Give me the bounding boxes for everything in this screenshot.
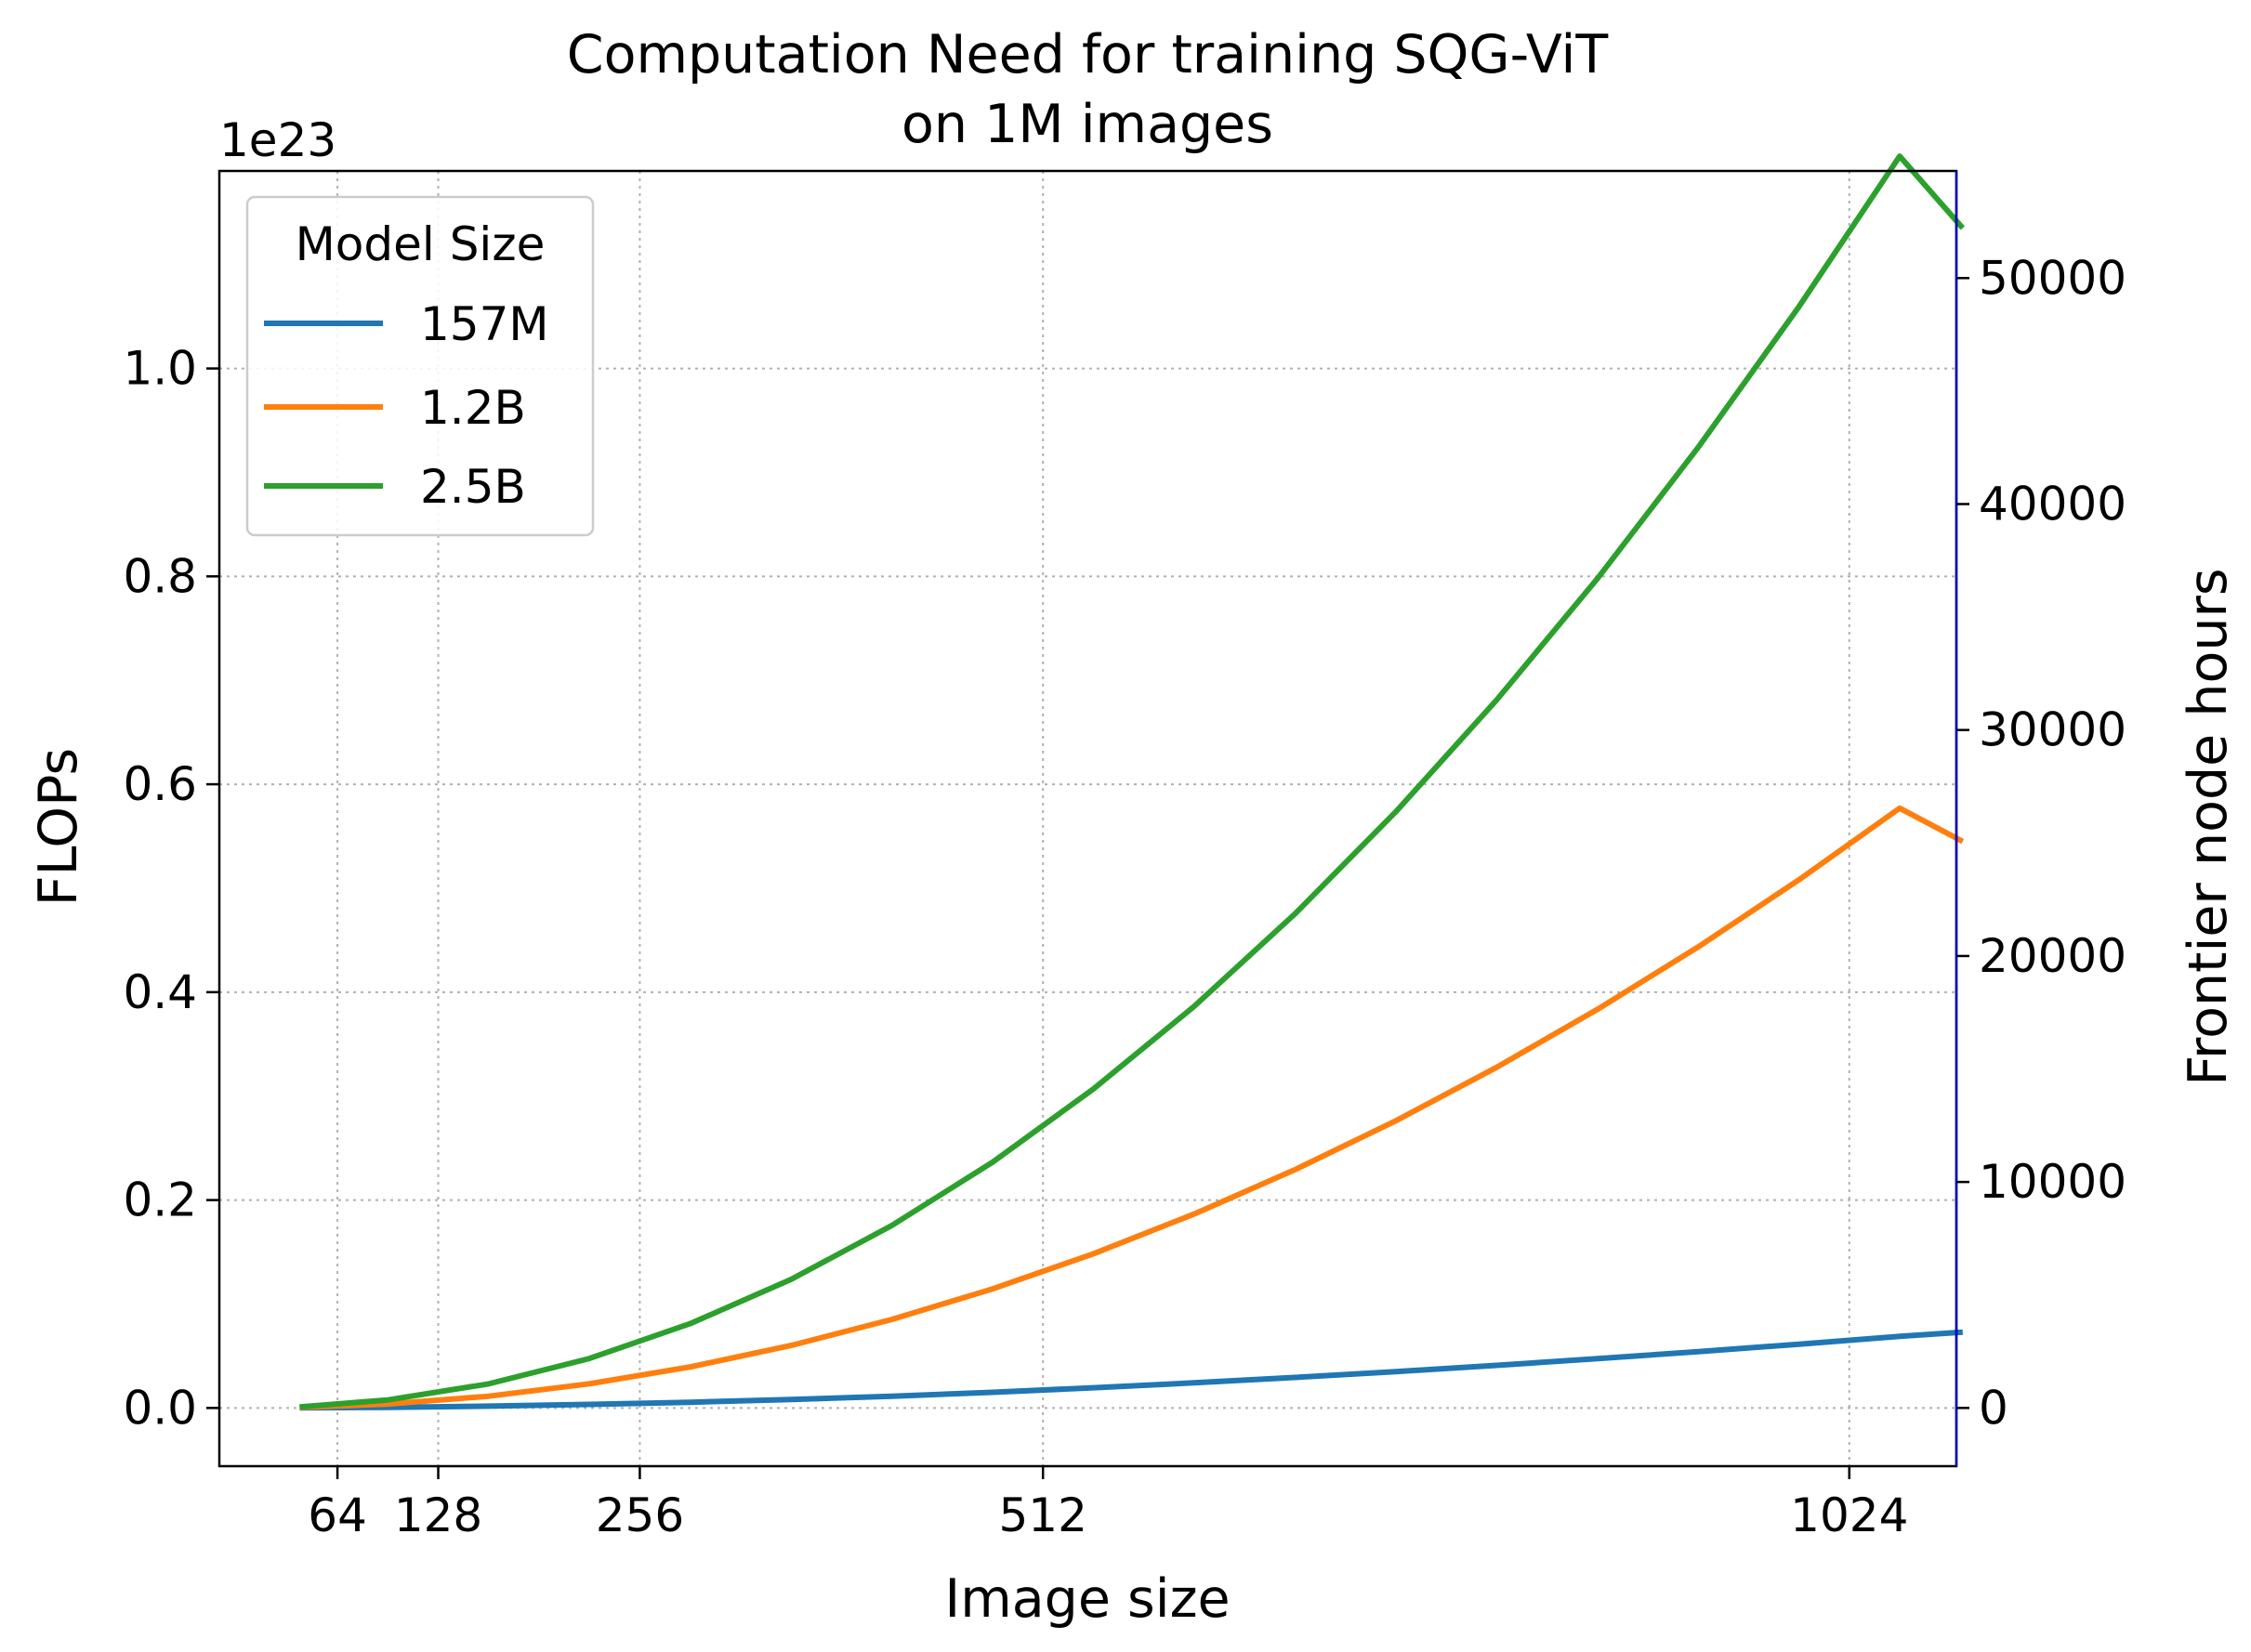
x-tick-label: 128 bbox=[394, 1488, 482, 1542]
chart-title-line-2: on 1M images bbox=[902, 94, 1273, 155]
legend-label-1-2b: 1.2B bbox=[420, 381, 526, 435]
x-tick-label: 64 bbox=[308, 1488, 367, 1542]
y2-tick-label: 50000 bbox=[1979, 251, 2126, 305]
y2-tick-label: 40000 bbox=[1979, 477, 2126, 531]
y-axis-right: 0 10000 20000 30000 40000 50000 bbox=[1956, 251, 2126, 1435]
legend-label-157m: 157M bbox=[420, 297, 549, 351]
series-line-2-5b bbox=[299, 153, 1966, 1410]
y-tick-label: 0.6 bbox=[123, 757, 197, 811]
y2-tick-label: 30000 bbox=[1979, 703, 2126, 757]
y-tick-label: 0.2 bbox=[123, 1173, 197, 1227]
y-axis-left: 0.0 0.2 0.4 0.6 0.8 1.0 bbox=[123, 342, 219, 1435]
x-tick-label: 512 bbox=[998, 1488, 1086, 1542]
series-line-157m bbox=[299, 1329, 1964, 1411]
series-line-1-2b bbox=[299, 805, 1965, 1410]
legend-box bbox=[245, 195, 595, 537]
x-tick-label: 1024 bbox=[1790, 1488, 1908, 1542]
x-tick-label: 256 bbox=[596, 1488, 684, 1542]
y-tick-label: 0.0 bbox=[123, 1381, 197, 1435]
y-offset-text: 1e23 bbox=[219, 113, 336, 167]
y-tick-label: 1.0 bbox=[123, 342, 197, 396]
x-axis-title: Image size bbox=[944, 1568, 1230, 1630]
y-axis-title: FLOPs bbox=[28, 748, 89, 906]
legend: Model Size 157M 1.2B 2.5B bbox=[245, 195, 595, 537]
y-tick-label: 0.4 bbox=[123, 965, 197, 1019]
y-tick-label: 0.8 bbox=[123, 549, 197, 603]
y2-tick-label: 0 bbox=[1979, 1381, 2008, 1435]
chart-title-line-1: Computation Need for training SQG-ViT bbox=[567, 24, 1609, 85]
x-axis: 64 128 256 512 1024 bbox=[308, 1466, 1908, 1542]
y2-tick-label: 20000 bbox=[1979, 929, 2126, 983]
legend-label-2-5b: 2.5B bbox=[420, 460, 526, 514]
series-lines bbox=[299, 153, 1966, 1411]
y2-tick-label: 10000 bbox=[1979, 1155, 2126, 1209]
legend-title: Model Size bbox=[296, 217, 546, 271]
y2-axis-title: Frontier node hours bbox=[2178, 568, 2239, 1085]
